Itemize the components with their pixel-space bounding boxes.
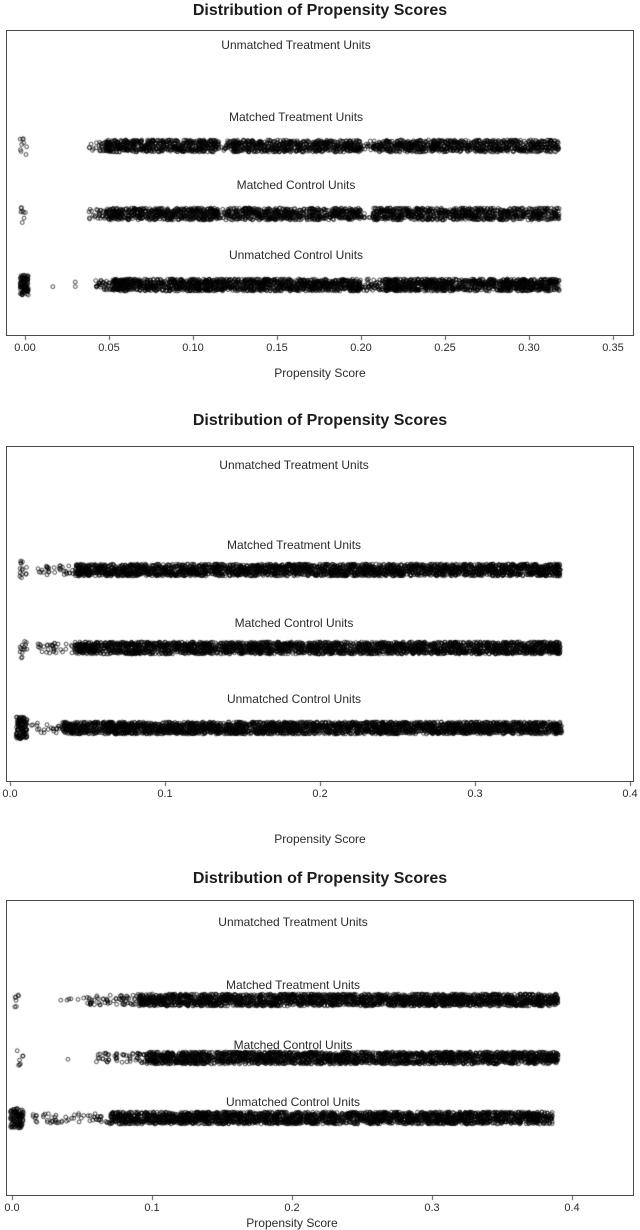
- row-label: Unmatched Treatment Units: [221, 38, 371, 52]
- x-tick-label: 0.0: [2, 788, 18, 800]
- x-tick-label: 0.0: [4, 1202, 20, 1214]
- x-tick-label: 0.15: [266, 342, 288, 354]
- x-axis-label: Propensity Score: [246, 1216, 338, 1230]
- x-tick-label: 0.35: [602, 342, 624, 354]
- x-tick-label: 0.05: [98, 342, 120, 354]
- row-label: Unmatched Treatment Units: [218, 915, 368, 929]
- panel-bottom: Distribution of Propensity Scores Propen…: [0, 866, 640, 1230]
- panel-top: Distribution of Propensity Scores Propen…: [0, 0, 640, 408]
- row-label: Matched Control Units: [233, 1038, 353, 1052]
- x-tick-label: 0.25: [434, 342, 456, 354]
- x-tick-label: 0.3: [424, 1202, 440, 1214]
- scatter-points-canvas: [0, 866, 640, 1227]
- x-tick-label: 0.1: [144, 1202, 160, 1214]
- row-label: Matched Treatment Units: [226, 538, 362, 552]
- x-axis-label: Propensity Score: [274, 832, 366, 846]
- x-tick-label: 0.00: [14, 342, 36, 354]
- row-label: Matched Treatment Units: [225, 978, 361, 992]
- x-tick-label: 0.4: [564, 1202, 580, 1214]
- x-tick-label: 0.2: [312, 788, 328, 800]
- x-tick-label: 0.20: [350, 342, 372, 354]
- row-label: Unmatched Treatment Units: [219, 458, 369, 472]
- row-label: Unmatched Control Units: [228, 248, 364, 262]
- x-tick-label: 0.10: [182, 342, 204, 354]
- x-tick-label: 0.3: [467, 788, 483, 800]
- x-tick-label: 0.1: [157, 788, 173, 800]
- x-tick-label: 0.30: [518, 342, 540, 354]
- row-label: Unmatched Control Units: [226, 692, 362, 706]
- row-label: Matched Treatment Units: [228, 110, 364, 124]
- panel-middle: Distribution of Propensity Scores Propen…: [0, 408, 640, 866]
- scatter-points-canvas: [0, 0, 640, 408]
- row-label: Matched Control Units: [236, 178, 356, 192]
- x-tick-label: 0.4: [622, 788, 638, 800]
- x-axis-label: Propensity Score: [274, 366, 366, 380]
- row-label: Unmatched Control Units: [225, 1095, 361, 1109]
- scatter-points-canvas: [0, 408, 640, 866]
- x-tick-label: 0.2: [284, 1202, 300, 1214]
- row-label: Matched Control Units: [234, 616, 354, 630]
